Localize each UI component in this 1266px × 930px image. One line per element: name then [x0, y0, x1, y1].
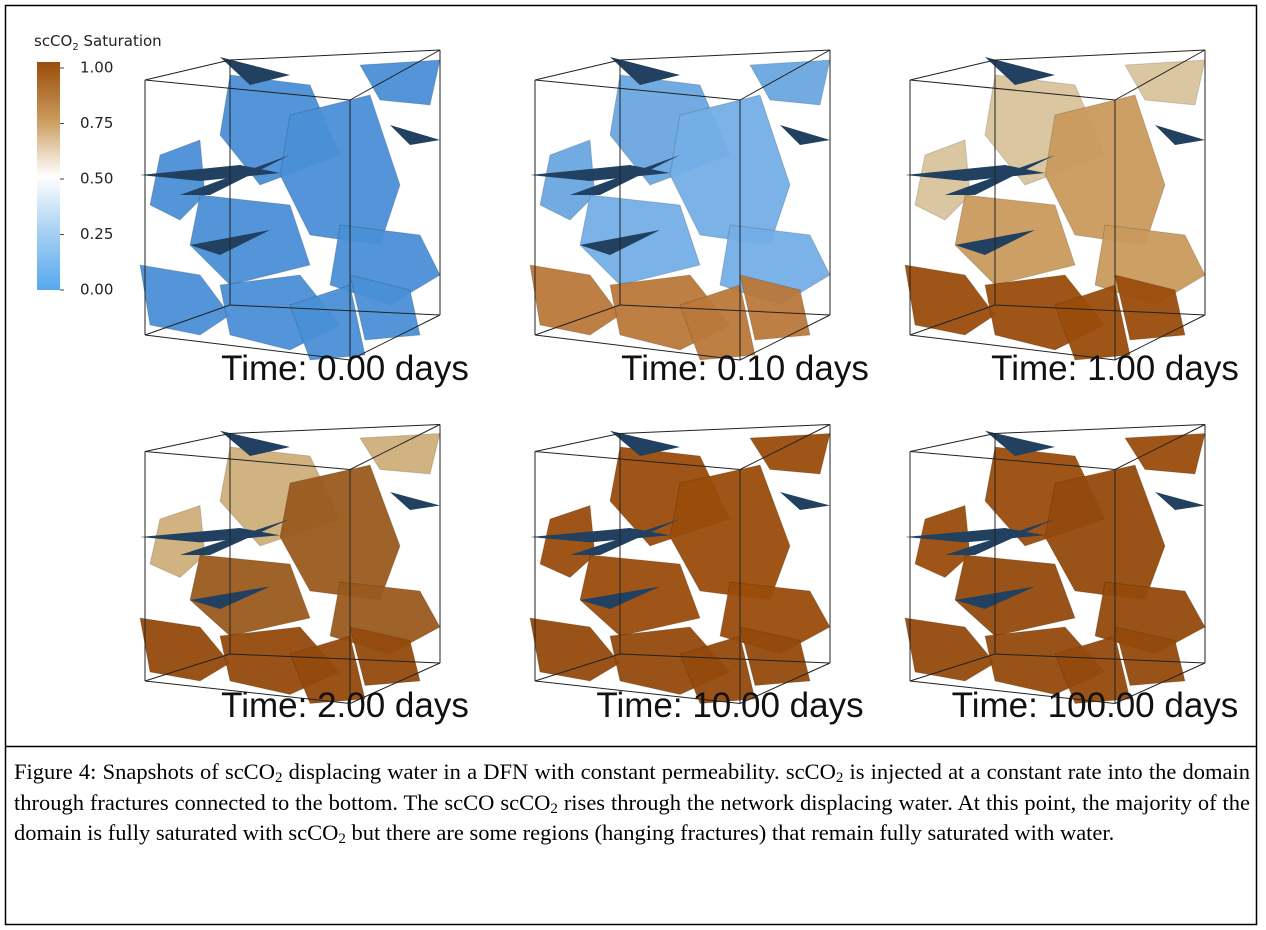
- colorbar: [37, 62, 60, 290]
- panel-image: [905, 50, 1205, 360]
- fracture: [360, 60, 440, 105]
- figure-page: scCO2 Saturation Time: 0.00 daysTime: 0.…: [0, 0, 1266, 930]
- fracture: [280, 465, 400, 600]
- colorbar-tick-label: 1.00: [80, 59, 113, 77]
- fracture-sliver: [390, 492, 440, 510]
- cube-edge: [910, 60, 995, 80]
- cube-edge: [995, 50, 1205, 60]
- panel-label: Time: 2.00 days: [221, 686, 469, 725]
- colorbar-title-text: scCO: [34, 32, 72, 50]
- panels: Time: 0.00 days Time: 0.10 days Time: 1.00…: [140, 50, 1239, 725]
- fracture-sliver: [390, 125, 440, 145]
- fracture: [1125, 434, 1205, 475]
- panel-label: Time: 10.00 days: [596, 686, 863, 725]
- caption: Figure 4: Snapshots of scCO 2 displacing …: [14, 757, 1250, 849]
- fracture: [1045, 95, 1165, 245]
- caption-text: but there are some regions (hanging frac…: [346, 820, 1114, 845]
- caption-text: Figure 4: Snapshots of scCO: [14, 759, 275, 784]
- colorbar-tick-label: 0.25: [80, 225, 113, 243]
- cube-edge: [620, 425, 830, 434]
- fracture: [140, 618, 230, 681]
- panel-image: [140, 50, 440, 360]
- panel-label: Time: 1.00 days: [991, 349, 1239, 388]
- caption-text: displacing water in a DFN with constant …: [282, 759, 835, 784]
- fracture: [670, 95, 790, 245]
- cube-edge: [995, 425, 1205, 434]
- panel-image: [530, 50, 830, 360]
- fracture: [1045, 465, 1165, 600]
- fracture-sliver: [1155, 492, 1205, 510]
- fracture: [530, 265, 620, 335]
- fracture-sliver: [780, 125, 830, 145]
- cube-edge: [535, 434, 620, 452]
- cube-edge: [230, 425, 440, 434]
- cube-edge: [230, 50, 440, 60]
- cube-edge: [910, 434, 995, 452]
- caption-subscript: 2: [550, 801, 558, 817]
- cube-edge: [145, 434, 230, 452]
- colorbar-tick-label: 0.50: [80, 170, 113, 188]
- panel-image: [530, 425, 830, 704]
- panel-image: [905, 425, 1205, 704]
- panel-label: Time: 0.00 days: [221, 349, 469, 388]
- panel-image: [140, 425, 440, 704]
- caption-subscript: 2: [338, 831, 346, 847]
- fracture: [1125, 60, 1205, 105]
- colorbar-tick-label: 0.75: [80, 114, 113, 132]
- fracture: [530, 618, 620, 681]
- fracture: [670, 465, 790, 600]
- fracture: [905, 265, 995, 335]
- fracture-sliver: [1155, 125, 1205, 145]
- colorbar-title-text: Saturation: [79, 32, 162, 50]
- fracture: [140, 265, 230, 335]
- fracture: [280, 95, 400, 245]
- fracture: [750, 434, 830, 475]
- cube-edge: [620, 50, 830, 60]
- colorbar-title: scCO2 Saturation: [34, 32, 162, 53]
- cube-edge: [535, 60, 620, 80]
- fracture-sliver: [780, 492, 830, 510]
- fracture: [360, 434, 440, 475]
- fracture: [905, 618, 995, 681]
- cube-edge: [145, 60, 230, 80]
- colorbar-tick-label: 0.00: [80, 281, 113, 299]
- panel-label: Time: 100.00 days: [952, 686, 1239, 725]
- panel-label: Time: 0.10 days: [621, 349, 869, 388]
- fracture: [750, 60, 830, 105]
